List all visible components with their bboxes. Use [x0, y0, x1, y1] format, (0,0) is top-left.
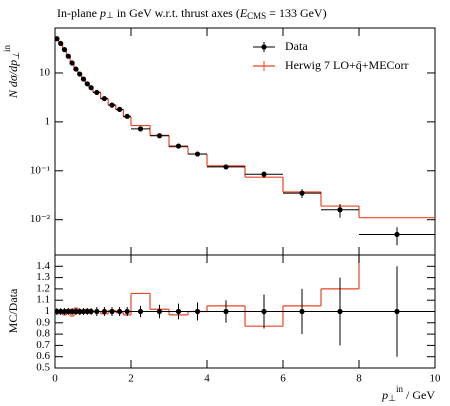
data-point: [156, 133, 163, 139]
data-point: [94, 308, 100, 315]
label-part: ⊥: [11, 52, 21, 60]
data-point: [65, 308, 71, 315]
x-tick-label: 0: [52, 373, 58, 385]
x-axis-label: p⊥in / GeV: [381, 384, 435, 403]
data-point: [88, 308, 94, 315]
y-tick-label: 1.3: [36, 271, 50, 283]
data-point: [137, 308, 144, 315]
plot-area: [55, 255, 435, 357]
data-point: [337, 207, 343, 213]
y-tick-label: 1.4: [36, 260, 50, 272]
title-part: In-plane: [57, 6, 100, 20]
y-tick-label: 0.9: [36, 316, 50, 328]
title-part: = 133 GeV): [266, 6, 326, 20]
data-point: [117, 308, 123, 315]
data-point: [88, 85, 94, 91]
data-point: [84, 81, 90, 87]
label-part: p: [381, 388, 388, 402]
data-point: [109, 308, 115, 315]
data-point: [61, 47, 68, 53]
x-tick-label: 6: [280, 373, 286, 385]
data-point: [194, 151, 201, 157]
data-point: [61, 308, 68, 315]
y-tick-label: 10⁻²: [30, 213, 51, 225]
y-tick-label: 10⁻¹: [30, 164, 50, 176]
legend-label: Data: [285, 39, 308, 53]
x-tick-label: 2: [128, 373, 134, 385]
label-part: in: [2, 45, 12, 53]
x-tick-label: 8: [356, 373, 362, 385]
data-point: [55, 36, 60, 42]
data-point: [80, 76, 87, 82]
data-point: [394, 231, 400, 238]
y-tick-label: 1: [45, 115, 51, 127]
data-point: [223, 308, 229, 315]
title-part: in GeV w.r.t. thrust axes (: [114, 6, 240, 20]
data-point: [65, 53, 71, 59]
data-point: [101, 95, 107, 102]
title-part: E: [239, 6, 248, 20]
y-tick-label: 1: [45, 305, 51, 317]
data-point: [223, 164, 229, 170]
y-tick-label: 0.7: [36, 339, 50, 351]
data-point: [124, 308, 130, 315]
data-point: [58, 308, 64, 315]
label-part: ⊥: [388, 393, 396, 403]
x-tick-label: 4: [204, 373, 210, 385]
data-point: [299, 308, 305, 315]
label-part: N dσ/dp: [6, 60, 20, 99]
data-point: [194, 308, 201, 315]
title-part: ⊥: [106, 10, 114, 20]
plot-area: [55, 36, 435, 246]
data-point: [55, 308, 60, 315]
data-point: [137, 126, 144, 132]
y-tick-label: 0.8: [36, 328, 50, 340]
ratio-axis-label: MC/Data: [6, 288, 20, 333]
data-point: [109, 102, 115, 108]
y-tick-label: 10: [39, 66, 51, 78]
y-tick-label: 1.2: [36, 282, 50, 294]
data-point: [299, 190, 305, 196]
y-axis-label: N dσ/dp⊥in: [2, 45, 21, 100]
data-point: [175, 143, 182, 149]
data-point: [94, 89, 100, 96]
title-part: CMS: [247, 11, 266, 21]
title-part: p: [99, 6, 106, 20]
data-point: [261, 308, 267, 315]
data-point: [156, 308, 163, 315]
data-point: [84, 308, 90, 315]
chart-title: In-plane p⊥ in GeV w.r.t. thrust axes (E…: [57, 6, 327, 21]
data-point: [73, 66, 79, 72]
y-tick-label: 1.1: [36, 294, 50, 306]
label-part: / GeV: [403, 388, 435, 402]
legend-label: Herwig 7 LO+q̄+MECorr: [285, 58, 409, 72]
y-tick-label: 0.6: [36, 350, 50, 362]
data-point: [337, 308, 343, 315]
data-point: [117, 106, 123, 112]
data-point: [124, 113, 130, 119]
y-tick-label: 0.5: [36, 362, 50, 374]
data-point: [80, 308, 87, 315]
data-point: [77, 308, 83, 315]
x-tick-label: 10: [430, 373, 442, 385]
data-point: [394, 308, 400, 315]
data-point: [101, 308, 107, 315]
data-point: [69, 308, 75, 315]
data-point: [261, 171, 267, 177]
data-point: [175, 308, 182, 315]
data-point: [58, 40, 64, 47]
data-point: [73, 308, 79, 315]
data-point: [77, 71, 83, 77]
data-point: [69, 60, 75, 66]
label-part: in: [396, 384, 404, 394]
